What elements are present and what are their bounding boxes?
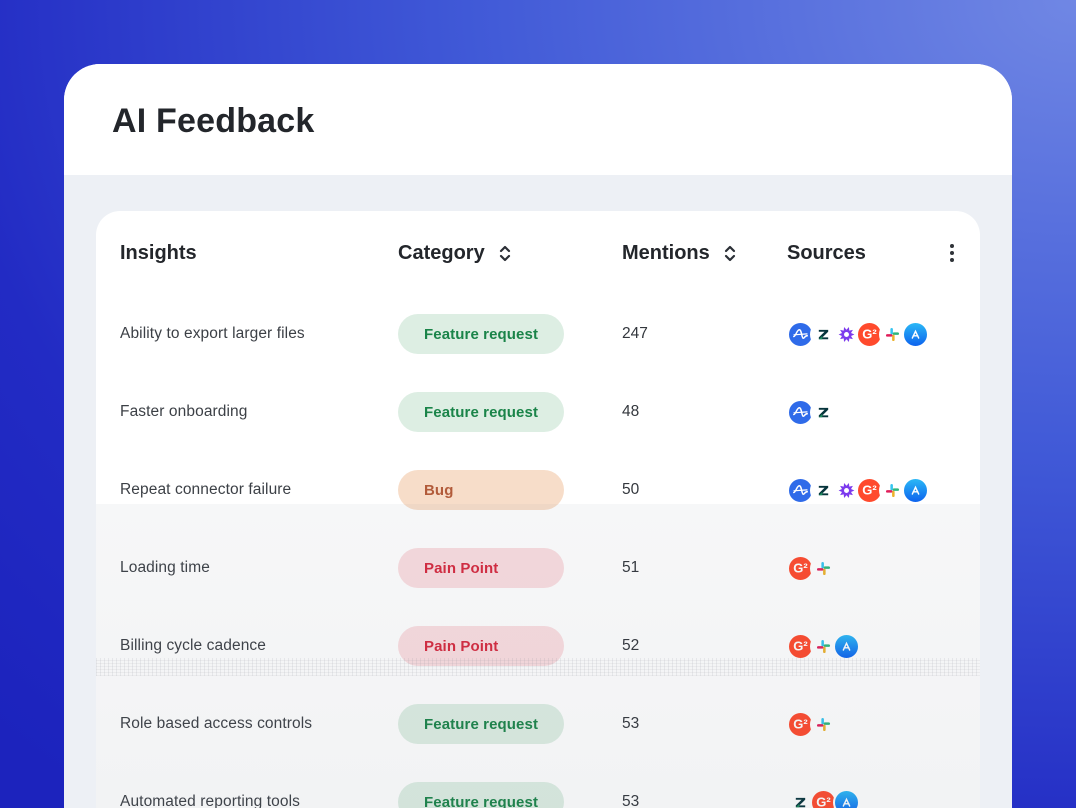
table-header-row: Insights Category Mentions — [96, 211, 980, 295]
sort-icon[interactable] — [498, 244, 512, 263]
column-header-sources: Sources — [787, 242, 932, 265]
insight-label: Repeat connector failure — [120, 481, 292, 498]
table-row[interactable]: Automated reporting tools Feature reques… — [96, 763, 980, 808]
mentions-value: 48 — [622, 403, 640, 420]
card-header: AI Feedback — [64, 64, 1012, 175]
insights-table: Insights Category Mentions — [96, 211, 980, 808]
category-badge: Pain Point — [398, 626, 564, 666]
g2-icon: G² — [787, 632, 814, 660]
source-icons: G² — [787, 476, 932, 504]
slack-icon — [810, 554, 837, 582]
app-store-icon — [833, 632, 860, 660]
column-label: Insights — [120, 241, 197, 264]
mentions-value: 53 — [622, 715, 640, 732]
column-label: Category — [398, 241, 485, 264]
category-cell: Pain Point — [398, 548, 622, 588]
column-header-mentions[interactable]: Mentions — [622, 242, 787, 265]
category-badge: Feature request — [398, 704, 564, 744]
sort-icon[interactable] — [723, 244, 737, 263]
insight-label: Role based access controls — [120, 715, 313, 732]
category-badge: Feature request — [398, 392, 564, 432]
mentions-value: 50 — [622, 481, 640, 498]
app-store-icon — [902, 320, 929, 348]
category-badge: Bug — [398, 470, 564, 510]
mentions-value: 247 — [622, 325, 648, 342]
insight-label: Automated reporting tools — [120, 793, 300, 808]
insight-label: Loading time — [120, 559, 210, 576]
category-cell: Feature request — [398, 704, 622, 744]
amplitude-icon — [787, 320, 814, 348]
insight-label: Billing cycle cadence — [120, 637, 266, 654]
source-icons — [787, 398, 932, 426]
slack-icon — [810, 632, 837, 660]
category-cell: Feature request — [398, 392, 622, 432]
feedback-card: AI Feedback Insights Category Mentions — [64, 64, 1012, 808]
category-cell: Pain Point — [398, 626, 622, 666]
page-title: AI Feedback — [112, 102, 315, 140]
slack-icon — [879, 476, 906, 504]
category-badge: Feature request — [398, 314, 564, 354]
table-body: Ability to export larger files Feature r… — [96, 295, 980, 808]
source-icons: G² — [787, 632, 932, 660]
category-badge: Feature request — [398, 782, 564, 808]
table-row[interactable]: Billing cycle cadence Pain Point 52 G² — [96, 607, 980, 685]
table-row[interactable]: Repeat connector failure Bug 50 G² — [96, 451, 980, 529]
insight-label: Ability to export larger files — [120, 325, 305, 342]
category-badge: Pain Point — [398, 548, 564, 588]
app-store-icon — [902, 476, 929, 504]
mentions-value: 53 — [622, 793, 640, 808]
mentions-value: 51 — [622, 559, 640, 576]
table-row[interactable]: Role based access controls Feature reque… — [96, 685, 980, 763]
source-icons: G² — [787, 320, 932, 348]
table-row[interactable]: Loading time Pain Point 51 G² — [96, 529, 980, 607]
app-store-icon — [833, 788, 860, 808]
source-icons: G² — [787, 788, 932, 808]
column-label: Sources — [787, 241, 866, 264]
g2-icon: G² — [787, 554, 814, 582]
category-cell: Feature request — [398, 782, 622, 808]
column-header-category[interactable]: Category — [398, 242, 622, 265]
card-body: Insights Category Mentions — [64, 175, 1012, 808]
mentions-value: 52 — [622, 637, 640, 654]
source-icons: G² — [787, 710, 932, 738]
slack-icon — [810, 710, 837, 738]
category-cell: Bug — [398, 470, 622, 510]
insight-label: Faster onboarding — [120, 403, 248, 420]
table-row[interactable]: Ability to export larger files Feature r… — [96, 295, 980, 373]
table-row[interactable]: Faster onboarding Feature request 48 — [96, 373, 980, 451]
source-icons: G² — [787, 554, 932, 582]
category-cell: Feature request — [398, 314, 622, 354]
zendesk-icon — [810, 398, 837, 426]
table-menu-kebab-icon[interactable] — [948, 240, 956, 266]
column-label: Mentions — [622, 241, 710, 264]
column-header-insights: Insights — [120, 242, 398, 265]
g2-icon: G² — [810, 788, 837, 808]
